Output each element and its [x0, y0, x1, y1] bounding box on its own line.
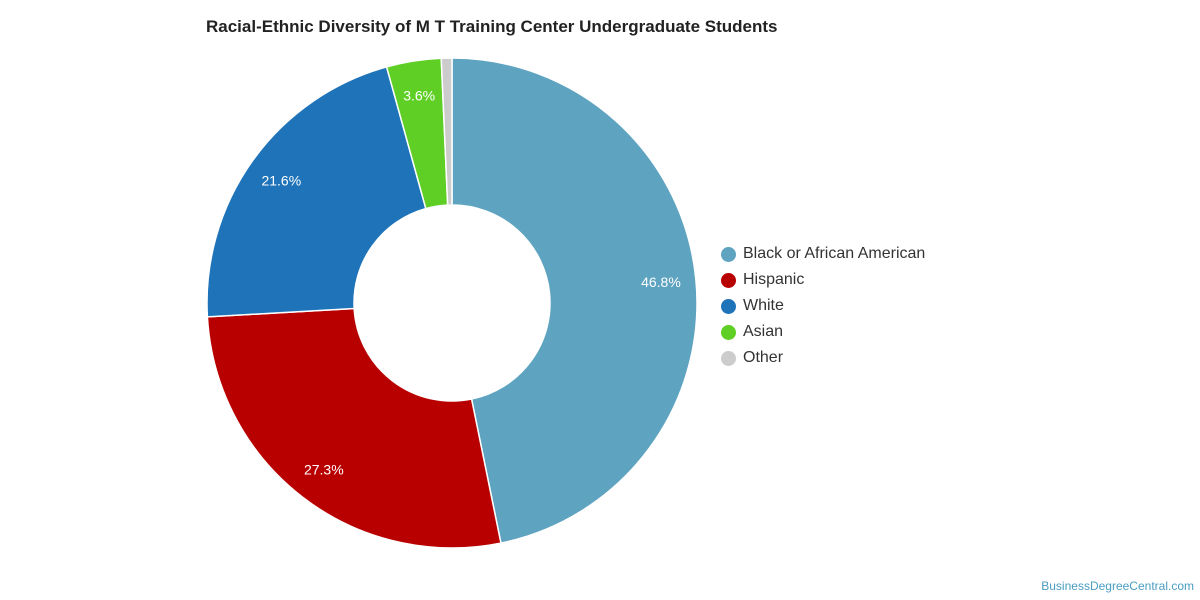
legend-item-black-or-african-american[interactable]: Black or African American — [721, 241, 925, 267]
slice-label-black-or-african-american: 46.8% — [641, 274, 681, 290]
slice-white[interactable] — [206, 65, 427, 318]
legend-item-asian[interactable]: Asian — [721, 319, 925, 345]
slice-other[interactable] — [440, 57, 453, 206]
legend-swatch-hispanic — [721, 272, 736, 288]
legend-label-white: White — [743, 297, 784, 314]
source-credit[interactable]: BusinessDegreeCentral.com — [1041, 579, 1194, 593]
legend-label-hispanic: Hispanic — [743, 271, 805, 288]
legend-swatch-white — [721, 298, 736, 314]
legend-item-white[interactable]: White — [721, 293, 925, 319]
legend-swatch-black-or-african-american — [721, 246, 736, 262]
legend-item-hispanic[interactable]: Hispanic — [721, 267, 925, 293]
legend-item-other[interactable]: Other — [721, 345, 925, 371]
slice-label-hispanic: 27.3% — [304, 461, 344, 477]
legend-swatch-asian — [721, 324, 736, 340]
slice-hispanic[interactable] — [206, 307, 502, 549]
legend-swatch-other — [721, 350, 736, 366]
legend-label-other: Other — [743, 349, 784, 366]
slice-label-white: 21.6% — [261, 173, 301, 189]
slice-label-asian: 3.6% — [403, 88, 435, 104]
legend-label-asian: Asian — [743, 323, 784, 340]
chart-title: Racial-Ethnic Diversity of M T Training … — [206, 17, 778, 36]
legend-label-black-or-african-american: Black or African American — [743, 245, 926, 262]
legend: Black or African American Hispanic White As… — [721, 241, 925, 371]
slice-black-or-african-american[interactable] — [451, 57, 698, 544]
